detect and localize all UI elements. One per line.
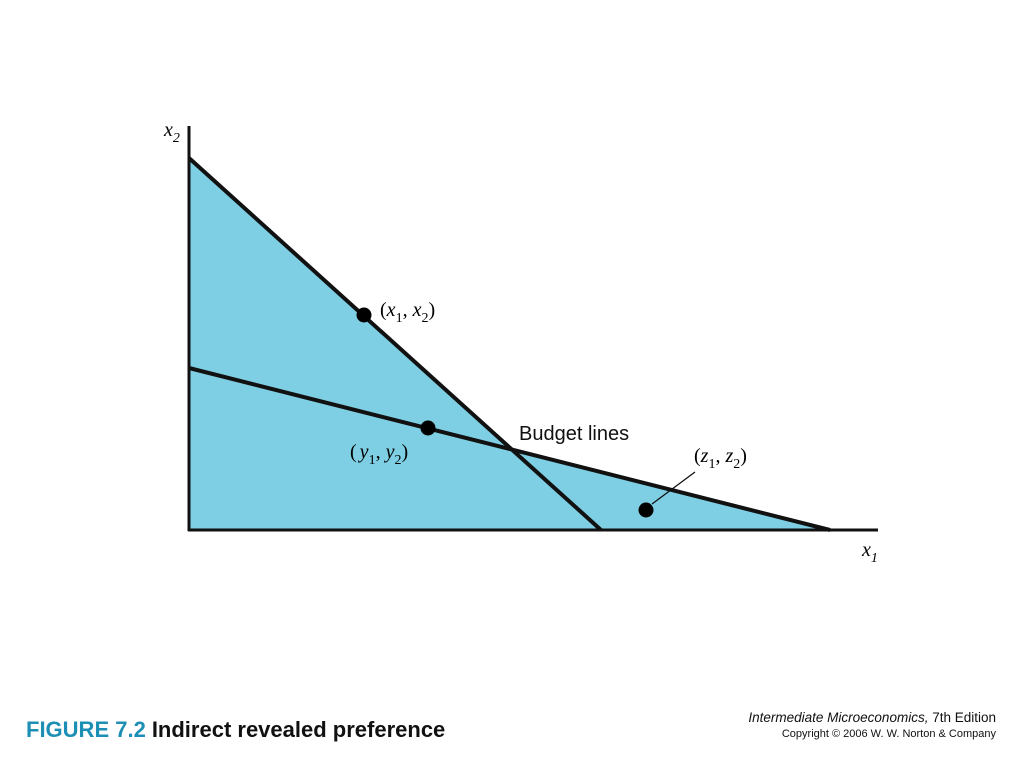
figure-number: FIGURE 7.2 — [26, 717, 146, 742]
point-y-label: (y1, y2) — [350, 441, 408, 468]
x-axis-label: x1 — [861, 539, 878, 566]
z-leader-line — [651, 471, 696, 505]
budget-lines-label: Budget lines — [519, 423, 629, 445]
figure-title: Indirect revealed preference — [151, 717, 446, 742]
book-credit: Intermediate Microeconomics, 7th Edition… — [748, 710, 996, 740]
figure-caption: FIGURE 7.2 Indirect revealed preference — [26, 717, 445, 743]
book-edition: 7th Edition — [928, 710, 996, 725]
book-title: Intermediate Microeconomics, — [748, 710, 929, 725]
point-x — [356, 307, 372, 323]
point-z-label: (z1, z2) — [694, 445, 747, 472]
copyright-notice: Copyright © 2006 W. W. Norton & Company — [781, 728, 996, 740]
point-x-label: (x1, x2) — [380, 299, 435, 326]
budget-line-steep — [187, 156, 603, 532]
point-y — [420, 420, 436, 436]
y-axis-label: x2 — [163, 119, 180, 146]
point-z — [638, 502, 654, 518]
budget-line-flat — [188, 366, 831, 532]
book-line: Intermediate Microeconomics, 7th Edition — [748, 710, 996, 725]
